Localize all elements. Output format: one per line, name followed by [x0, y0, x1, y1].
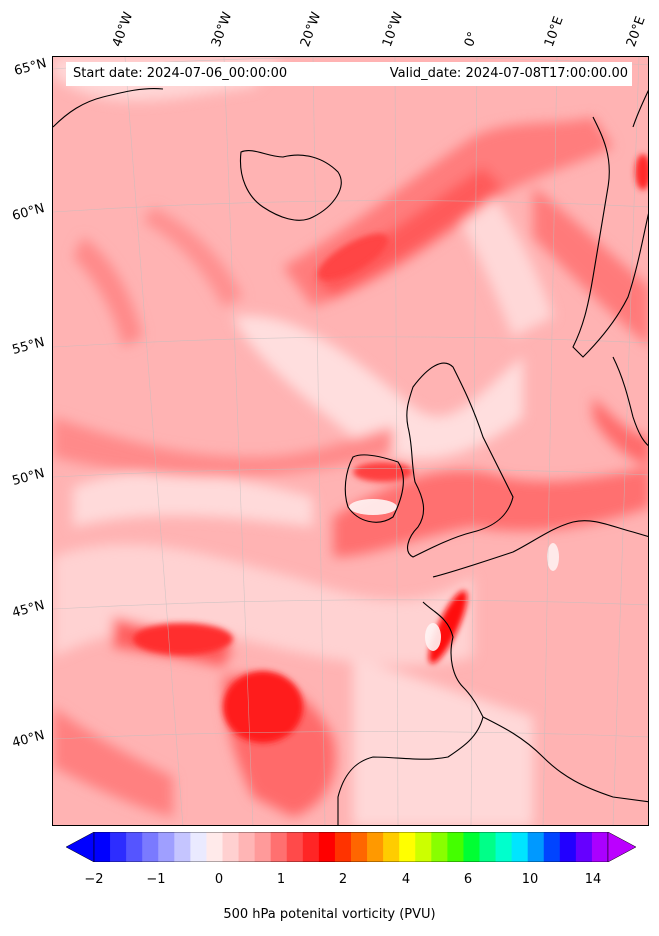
colorbar-cell: [206, 832, 223, 862]
colorbar-title: 500 hPa potenital vorticity (PVU): [223, 907, 436, 922]
lat-label-45n: 45°N: [10, 598, 47, 621]
colorbar-cell: [415, 832, 432, 862]
graticule: [53, 57, 648, 825]
colorbar-cell: [174, 832, 191, 862]
continental-coast-north: [432, 520, 648, 578]
date-banner: Start date: 2024-07-06_00:00:00 Valid_da…: [66, 62, 632, 86]
colorbar-cell: [399, 832, 416, 862]
colorbar-cell: [463, 832, 480, 862]
lat-label-50n: 50°N: [10, 466, 47, 489]
colorbar-cell: [126, 832, 143, 862]
colorbar-cell: [190, 832, 207, 862]
colorbar-cell: [383, 832, 400, 862]
colorbar-tick: 14: [584, 872, 602, 887]
colorbar-cell: [238, 832, 256, 862]
colorbar-cell: [559, 832, 577, 862]
colorbar-tick: 6: [463, 872, 473, 887]
lon-label-10w: 10°W: [379, 10, 407, 49]
colorbar-cell: [479, 832, 497, 862]
lat-label-60n: 60°N: [10, 201, 47, 224]
colorbar-cell: [254, 832, 272, 862]
norway-coast: [572, 116, 648, 358]
colorbar-tick: 1: [276, 872, 286, 887]
colorbar-tick: 2: [338, 872, 348, 887]
colorbar-extend-high: [607, 832, 636, 862]
colorbar-cell: [286, 832, 304, 862]
start-date-label: Start date: 2024-07-06_00:00:00: [73, 66, 288, 81]
colorbar-cell: [367, 832, 384, 862]
lon-label-20w: 20°W: [297, 10, 325, 49]
pv-map: [52, 56, 649, 826]
colorbar-cell: [431, 832, 448, 862]
colorbar-cell: [495, 832, 513, 862]
lon-label-40w: 40°W: [109, 10, 137, 49]
colorbar: [66, 832, 636, 862]
colorbar-tick: 0: [214, 872, 224, 887]
colorbar-cell: [270, 832, 288, 862]
colorbar-cell: [222, 832, 240, 862]
denmark-coast: [612, 356, 648, 447]
colorbar-tick: −1: [146, 872, 166, 887]
colorbar-cell: [334, 832, 352, 862]
ireland-coast: [344, 454, 404, 523]
colorbar-cell: [447, 832, 464, 862]
colorbar-cell: [302, 832, 320, 862]
colorbar-cell: [94, 832, 111, 862]
pv-field: [53, 57, 648, 825]
lat-label-65n: 65°N: [12, 56, 49, 79]
colorbar-cell: [527, 832, 545, 862]
iceland-coast: [239, 150, 342, 221]
lat-label-55n: 55°N: [10, 335, 47, 358]
colorbar-cell: [591, 832, 609, 862]
colorbar-cell: [543, 832, 561, 862]
colorbar-cell: [110, 832, 127, 862]
lon-label-30w: 30°W: [208, 10, 236, 49]
colorbar-cells: [93, 832, 609, 862]
valid-date-label: Valid_date: 2024-07-08T17:00:00.00: [389, 66, 628, 81]
mediterranean-coast: [482, 716, 648, 803]
sweden-coast: [632, 89, 648, 128]
colorbar-tick: −2: [84, 872, 104, 887]
colorbar-extend-low: [66, 832, 95, 862]
great-britain-coast: [406, 362, 514, 558]
coastlines: [53, 88, 648, 825]
lat-label-40n: 40°N: [10, 728, 47, 751]
colorbar-cell: [318, 832, 336, 862]
lon-label-10e: 10°E: [541, 14, 567, 50]
colorbar-cell: [142, 832, 159, 862]
greenland-coast: [53, 88, 164, 128]
colorbar-cell: [575, 832, 593, 862]
colorbar-tick: 10: [521, 872, 539, 887]
lon-label-0: 0°: [461, 29, 482, 49]
colorbar-tick: 4: [401, 872, 411, 887]
colorbar-cell: [511, 832, 529, 862]
pv-minima: [349, 499, 559, 651]
colorbar-cell: [351, 832, 368, 862]
colorbar-cell: [158, 832, 175, 862]
lon-label-20e: 20°E: [623, 14, 649, 50]
